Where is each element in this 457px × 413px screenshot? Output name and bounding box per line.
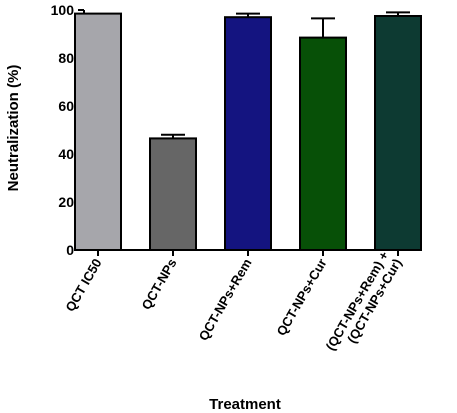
y-tick-label: 100 [51,2,75,18]
y-tick-label: 40 [58,146,74,162]
bar [224,16,272,252]
x-axis-label: Treatment [209,396,281,413]
x-axis: QCT IC50 QCT-NPs QCT-NPs+Rem QCT-NPs+Cur(QC… [62,248,416,360]
x-tick-label: QCT-NPs [138,256,179,312]
error-bars [161,11,410,139]
y-tick-label: 60 [58,98,74,114]
bar [149,137,197,251]
y-tick-label: 80 [58,50,74,66]
x-tick-label: QCT-NPs+Cur [273,256,329,338]
bar [74,12,122,251]
y-tick-label: 20 [58,194,74,210]
x-tick-label: (QCT-NPs+Rem) +(QCT-NPs+Cur) [323,248,405,360]
x-tick-label: QCT-NPs+Rem [196,256,255,343]
y-axis-label: Neutralization (%) [5,65,22,192]
bars [74,12,422,252]
bar [374,15,422,251]
x-tick-label: QCT IC50 [62,256,104,314]
bar [299,36,347,251]
y-tick-label: 0 [66,242,74,258]
